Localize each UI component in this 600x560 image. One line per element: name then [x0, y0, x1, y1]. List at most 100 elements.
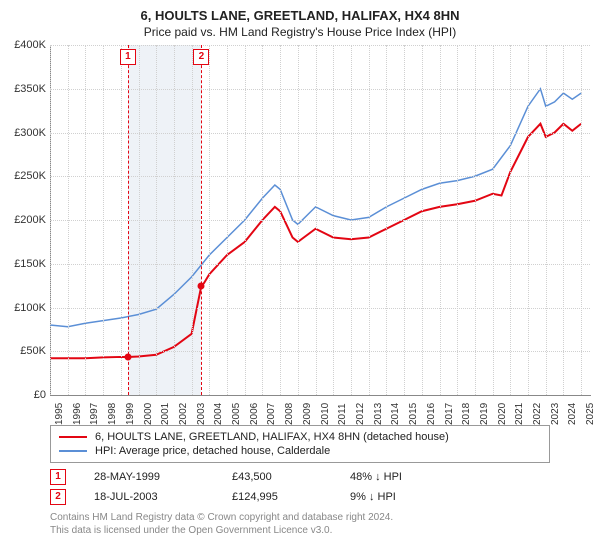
legend-row: HPI: Average price, detached house, Cald…: [59, 444, 541, 458]
chart-container: 6, HOULTS LANE, GREETLAND, HALIFAX, HX4 …: [0, 0, 600, 560]
xtick-label: 2010: [320, 403, 331, 425]
xtick-label: 2014: [390, 403, 401, 425]
ytick-label: £200K: [14, 214, 46, 226]
legend-label: 6, HOULTS LANE, GREETLAND, HALIFAX, HX4 …: [95, 431, 449, 443]
xtick-label: 2006: [249, 403, 260, 425]
xtick-label: 2015: [408, 403, 419, 425]
gridline-v: [404, 45, 405, 395]
xtick-label: 2012: [355, 403, 366, 425]
gridline-v: [262, 45, 263, 395]
gridline-v: [581, 45, 582, 395]
sales-price: £124,995: [232, 491, 322, 503]
gridline-v: [333, 45, 334, 395]
xtick-label: 1995: [54, 403, 65, 425]
gridline-v: [139, 45, 140, 395]
xtick-label: 2018: [461, 403, 472, 425]
gridline-v: [386, 45, 387, 395]
legend-swatch: [59, 450, 87, 452]
gridline-v: [103, 45, 104, 395]
chart-title: 6, HOULTS LANE, GREETLAND, HALIFAX, HX4 …: [0, 0, 600, 23]
ytick-label: £100K: [14, 302, 46, 314]
chart-area: £0£50K£100K£150K£200K£250K£300K£350K£400…: [0, 45, 600, 423]
gridline-h: [50, 264, 590, 265]
gridline-v: [510, 45, 511, 395]
gridline-h: [50, 89, 590, 90]
gridline-v: [50, 45, 51, 395]
gridline-h: [50, 45, 590, 46]
gridline-h: [50, 220, 590, 221]
gridline-v: [68, 45, 69, 395]
xtick-label: 2017: [444, 403, 455, 425]
gridline-v: [192, 45, 193, 395]
gridline-v: [422, 45, 423, 395]
xtick-label: 2016: [426, 403, 437, 425]
gridline-v: [351, 45, 352, 395]
sales-marker: 2: [50, 489, 66, 505]
xtick-label: 2002: [178, 403, 189, 425]
sales-date: 18-JUL-2003: [94, 491, 204, 503]
footer-line-2: This data is licensed under the Open Gov…: [50, 524, 550, 537]
xtick-label: 2003: [196, 403, 207, 425]
sales-date: 28-MAY-1999: [94, 471, 204, 483]
xtick-label: 2013: [373, 403, 384, 425]
xtick-label: 2024: [567, 403, 578, 425]
ytick-label: £400K: [14, 39, 46, 51]
legend-box: 6, HOULTS LANE, GREETLAND, HALIFAX, HX4 …: [50, 425, 550, 463]
gridline-v: [174, 45, 175, 395]
xtick-label: 1998: [107, 403, 118, 425]
sales-table: 1 28-MAY-1999 £43,500 48% ↓ HPI 2 18-JUL-2003…: [50, 467, 550, 507]
gridline-v: [245, 45, 246, 395]
xtick-label: 2005: [231, 403, 242, 425]
ytick-label: £300K: [14, 127, 46, 139]
xtick-label: 2009: [302, 403, 313, 425]
gridline-v: [316, 45, 317, 395]
footer-attribution: Contains HM Land Registry data © Crown c…: [50, 511, 550, 537]
gridline-v: [298, 45, 299, 395]
xtick-label: 1997: [89, 403, 100, 425]
gridline-v: [156, 45, 157, 395]
sales-diff: 48% ↓ HPI: [350, 471, 440, 483]
gridline-v: [121, 45, 122, 395]
ytick-label: £50K: [20, 345, 46, 357]
gridline-v: [475, 45, 476, 395]
gridline-v: [457, 45, 458, 395]
gridline-h: [50, 308, 590, 309]
gridline-v: [440, 45, 441, 395]
legend-label: HPI: Average price, detached house, Cald…: [95, 445, 330, 457]
sales-row: 2 18-JUL-2003 £124,995 9% ↓ HPI: [50, 487, 550, 507]
sale-marker-dot: [124, 353, 131, 360]
xtick-label: 2008: [284, 403, 295, 425]
sales-price: £43,500: [232, 471, 322, 483]
sales-diff: 9% ↓ HPI: [350, 491, 440, 503]
xtick-label: 2011: [337, 403, 348, 425]
gridline-v: [369, 45, 370, 395]
xtick-label: 1996: [72, 403, 83, 425]
xtick-label: 2004: [213, 403, 224, 425]
xtick-label: 1999: [125, 403, 136, 425]
xtick-label: 2007: [266, 403, 277, 425]
xtick-label: 2025: [585, 403, 596, 425]
sales-row: 1 28-MAY-1999 £43,500 48% ↓ HPI: [50, 467, 550, 487]
gridline-v: [85, 45, 86, 395]
gridline-v: [493, 45, 494, 395]
sale-marker-dot: [198, 282, 205, 289]
sale-marker-line: [128, 45, 129, 395]
legend-swatch: [59, 436, 87, 438]
sales-marker: 1: [50, 469, 66, 485]
gridline-v: [546, 45, 547, 395]
gridline-v: [528, 45, 529, 395]
sale-marker-line: [201, 45, 202, 395]
gridline-v: [209, 45, 210, 395]
gridline-v: [563, 45, 564, 395]
xtick-label: 2019: [479, 403, 490, 425]
footer-line-1: Contains HM Land Registry data © Crown c…: [50, 511, 550, 524]
gridline-h: [50, 176, 590, 177]
xtick-label: 2000: [143, 403, 154, 425]
chart-subtitle: Price paid vs. HM Land Registry's House …: [0, 23, 600, 45]
ytick-label: £250K: [14, 170, 46, 182]
gridline-v: [227, 45, 228, 395]
xtick-label: 2022: [532, 403, 543, 425]
xtick-label: 2001: [160, 403, 171, 425]
gridline-v: [280, 45, 281, 395]
gridline-h: [50, 351, 590, 352]
